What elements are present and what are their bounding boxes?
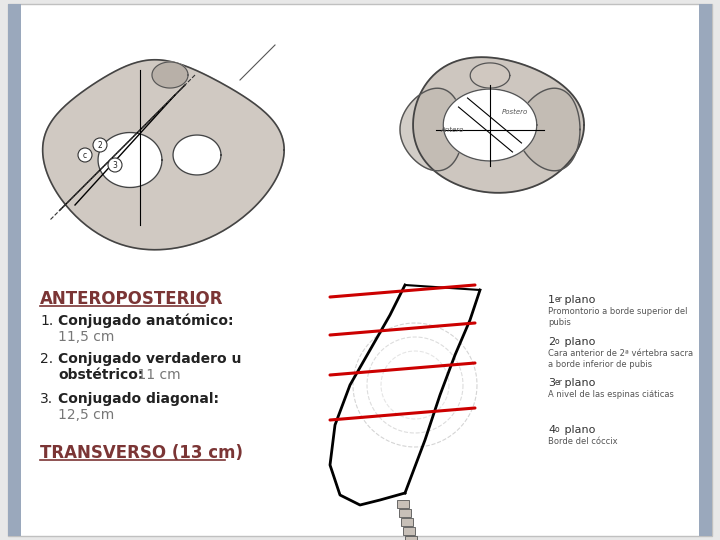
Text: TRANSVERSO (13 cm): TRANSVERSO (13 cm) [40, 444, 243, 462]
Text: 3: 3 [112, 160, 117, 170]
Text: 3.: 3. [40, 392, 53, 406]
Text: 11,5 cm: 11,5 cm [58, 330, 114, 344]
Polygon shape [470, 63, 510, 88]
Text: Postero: Postero [502, 109, 528, 115]
Polygon shape [42, 60, 284, 249]
Text: A nivel de las espinas ciáticas: A nivel de las espinas ciáticas [548, 390, 674, 399]
Polygon shape [98, 132, 162, 187]
Text: 3: 3 [548, 378, 555, 388]
Text: 12,5 cm: 12,5 cm [58, 408, 114, 422]
Polygon shape [173, 135, 221, 175]
Polygon shape [152, 62, 188, 88]
Text: c: c [83, 151, 87, 159]
Text: ANTEROPOSTERIOR: ANTEROPOSTERIOR [40, 290, 223, 308]
Text: o: o [555, 337, 559, 346]
Text: Antero: Antero [441, 127, 464, 133]
Text: 11 cm: 11 cm [133, 368, 181, 382]
Polygon shape [400, 88, 463, 171]
Circle shape [108, 158, 122, 172]
Text: plano: plano [561, 295, 595, 305]
Text: er: er [555, 378, 563, 387]
Bar [403, 527, 415, 535]
Bar [8, 4, 21, 536]
Text: Borde del cóccix: Borde del cóccix [548, 437, 618, 446]
Polygon shape [444, 89, 537, 161]
Text: 2.: 2. [40, 352, 53, 366]
Text: 2: 2 [98, 140, 102, 150]
Circle shape [93, 138, 107, 152]
Text: Promontorio a borde superior del
pubis: Promontorio a borde superior del pubis [548, 307, 688, 327]
Circle shape [78, 148, 92, 162]
Text: plano: plano [561, 378, 595, 388]
Text: o: o [555, 425, 559, 434]
Text: 4: 4 [548, 425, 555, 435]
Polygon shape [413, 57, 584, 193]
Text: plano: plano [561, 337, 595, 347]
Text: Conjugado anatómico:: Conjugado anatómico: [58, 314, 233, 328]
Text: Cara anterior de 2ª vértebra sacra
a borde inferior de pubis: Cara anterior de 2ª vértebra sacra a bor… [548, 349, 693, 369]
Text: plano: plano [561, 425, 595, 435]
Text: 2: 2 [548, 337, 555, 347]
Text: er: er [555, 295, 563, 304]
Text: Conjugado diagonal:: Conjugado diagonal: [58, 392, 219, 406]
Bar [401, 518, 413, 526]
Bar [405, 536, 417, 540]
Bar [397, 500, 409, 508]
Polygon shape [517, 88, 580, 171]
Text: 1: 1 [548, 295, 555, 305]
Text: 1.: 1. [40, 314, 53, 328]
Bar [699, 4, 712, 536]
Text: obstétrico:: obstétrico: [58, 368, 143, 382]
Bar [399, 509, 411, 517]
Text: Conjugado verdadero u: Conjugado verdadero u [58, 352, 241, 366]
